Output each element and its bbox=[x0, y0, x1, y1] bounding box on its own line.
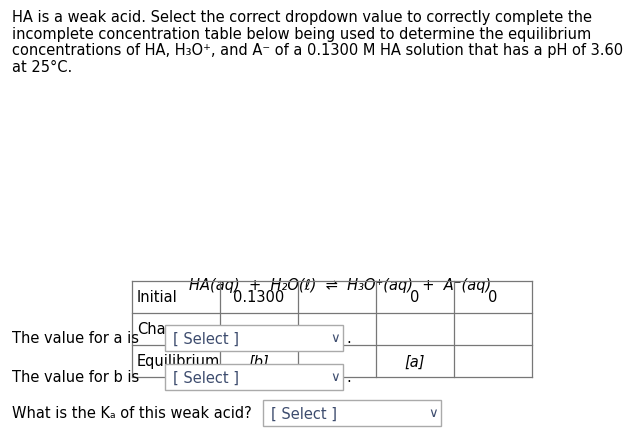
Text: 0.1300: 0.1300 bbox=[233, 290, 285, 305]
Text: The value for a is: The value for a is bbox=[12, 331, 139, 346]
Text: incomplete concentration table below being used to determine the equilibrium: incomplete concentration table below bei… bbox=[12, 26, 591, 41]
Text: at 25°C.: at 25°C. bbox=[12, 59, 72, 74]
Text: What is the Kₐ of this weak acid?: What is the Kₐ of this weak acid? bbox=[12, 405, 252, 421]
Text: [a]: [a] bbox=[404, 354, 426, 368]
Text: [ Select ]: [ Select ] bbox=[271, 405, 337, 421]
Text: concentrations of HA, H₃O⁺, and A⁻ of a 0.1300 M HA solution that has a pH of 3.: concentrations of HA, H₃O⁺, and A⁻ of a … bbox=[12, 43, 623, 58]
Text: ∨: ∨ bbox=[330, 371, 340, 384]
Text: [ Select ]: [ Select ] bbox=[173, 370, 239, 385]
Text: ∨: ∨ bbox=[330, 332, 340, 345]
Text: Initial: Initial bbox=[137, 290, 178, 305]
Text: ∨: ∨ bbox=[428, 407, 438, 420]
Bar bbox=[165, 364, 343, 390]
Text: .: . bbox=[346, 370, 351, 385]
Text: HA(aq)  +  H₂O(ℓ)  ⇌  H₃O⁺(aq)  +  A⁻(aq): HA(aq) + H₂O(ℓ) ⇌ H₃O⁺(aq) + A⁻(aq) bbox=[189, 277, 491, 293]
Text: 0: 0 bbox=[410, 290, 420, 305]
Text: [ Select ]: [ Select ] bbox=[173, 331, 239, 346]
Bar bbox=[263, 400, 441, 426]
Text: The value for b is: The value for b is bbox=[12, 370, 140, 385]
Text: [b]: [b] bbox=[248, 354, 269, 368]
Text: .: . bbox=[346, 331, 351, 346]
Text: Equilibrium: Equilibrium bbox=[137, 354, 220, 368]
Text: 0: 0 bbox=[489, 290, 497, 305]
Bar bbox=[165, 325, 343, 351]
Text: HA is a weak acid. Select the correct dropdown value to correctly complete the: HA is a weak acid. Select the correct dr… bbox=[12, 10, 592, 25]
Text: Change: Change bbox=[137, 322, 193, 337]
